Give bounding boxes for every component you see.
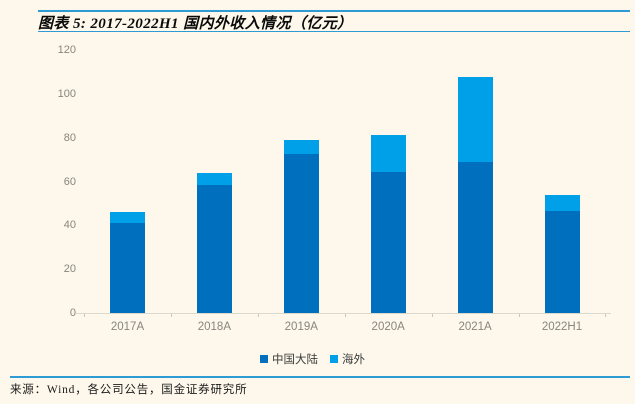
x-axis-label: 2019A xyxy=(284,321,318,333)
x-axis-label: 2022H1 xyxy=(541,321,583,333)
x-axis-tick xyxy=(344,314,346,317)
x-axis-label: 2017A xyxy=(110,321,145,333)
bar-segment-mainland-2021A xyxy=(457,161,493,313)
footer-rule xyxy=(10,376,630,378)
legend-item-mainland: 中国大陆 xyxy=(260,351,318,367)
y-axis-label: 20 xyxy=(63,263,76,276)
y-axis-label: 0 xyxy=(69,307,76,319)
x-axis-tick xyxy=(518,314,520,317)
legend-label-overseas: 海外 xyxy=(342,354,365,366)
x-axis-label: 2020A xyxy=(371,321,405,333)
y-axis-label: 100 xyxy=(57,87,76,100)
x-axis-tick xyxy=(257,314,259,317)
legend: 中国大陆 海外 xyxy=(0,351,625,367)
legend-label-mainland: 中国大陆 xyxy=(272,354,318,366)
x-axis-label: 2021A xyxy=(458,321,492,333)
x-axis-tick xyxy=(84,314,86,317)
x-axis-line xyxy=(76,313,611,314)
bar-segment-overseas-2017A xyxy=(110,212,145,224)
y-axis-label: 60 xyxy=(63,175,76,188)
y-axis-label: 40 xyxy=(63,219,76,232)
legend-swatch-mainland-icon xyxy=(260,355,268,363)
title-bottom-rule xyxy=(38,31,630,32)
y-axis-label: 80 xyxy=(63,131,76,144)
legend-item-overseas: 海外 xyxy=(330,351,365,367)
title-top-rule xyxy=(38,10,630,12)
bar-segment-mainland-2020A xyxy=(370,171,406,313)
bar-segment-mainland-2017A xyxy=(110,223,145,313)
x-axis-tick xyxy=(170,314,172,317)
bar-segment-overseas-2021A xyxy=(457,77,493,162)
bar-segment-mainland-2022H1 xyxy=(544,211,580,313)
bar-segment-mainland-2018A xyxy=(196,184,232,313)
bar-segment-overseas-2020A xyxy=(370,135,406,172)
bar-segment-overseas-2019A xyxy=(283,139,319,155)
legend-swatch-overseas-icon xyxy=(330,355,338,363)
y-axis-label: 120 xyxy=(57,44,76,56)
x-axis-label: 2018A xyxy=(197,321,232,333)
bar-segment-mainland-2019A xyxy=(283,154,319,313)
bar-segment-overseas-2018A xyxy=(196,172,232,185)
bar-segment-overseas-2022H1 xyxy=(544,194,580,212)
x-axis-tick xyxy=(605,314,607,317)
source-text: 来源：Wind，各公司公告，国金证券研究所 xyxy=(10,384,248,396)
x-axis-tick xyxy=(431,314,433,317)
chart-title: 图表 5: 2017-2022H1 国内外收入情况（亿元） xyxy=(38,16,353,32)
